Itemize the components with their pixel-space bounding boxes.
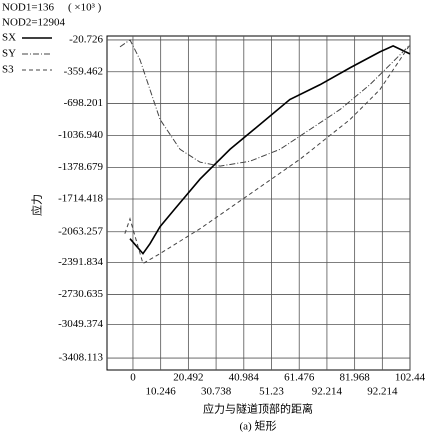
x-tick-label: 10.246: [146, 386, 177, 398]
y-tick-label: -1378.679: [58, 161, 103, 173]
y-tick-label: -2063.257: [58, 225, 103, 237]
y-axis-label: 应力: [30, 194, 44, 216]
legend-label: SY: [2, 48, 16, 60]
y-tick-label: -2730.635: [58, 288, 103, 300]
x-axis-label: 应力与隧道顶部的距离: [203, 402, 313, 416]
x-tick-label: 30.738: [201, 386, 232, 398]
y-tick-label: -2391.834: [58, 256, 103, 268]
y-tick-label: -1714.418: [58, 193, 103, 205]
x-tick-label: 81.968: [340, 372, 371, 384]
x-tick-label: 20.492: [173, 372, 203, 384]
y-tick-label: -1036.940: [58, 129, 103, 141]
y-tick-label: -698.201: [64, 97, 103, 109]
legend-label: SX: [2, 32, 16, 44]
note: NOD1=136: [2, 2, 55, 14]
unit: ( ×10³ ): [68, 2, 102, 14]
y-tick-label: -3408.113: [58, 352, 103, 364]
series-line: [129, 44, 411, 255]
note: NOD2=12904: [2, 17, 66, 29]
x-tick-label: 92.214: [312, 386, 343, 398]
x-tick-label: 92.214: [367, 386, 398, 398]
plot-frame: [106, 35, 411, 371]
series-line: [124, 44, 411, 265]
x-tick-label: 0: [130, 372, 136, 384]
x-tick-label: 102.44: [395, 372, 426, 384]
y-tick-label: -3049.374: [58, 318, 103, 330]
caption: (a) 矩形: [240, 420, 277, 433]
x-tick-label: 51.23: [259, 386, 284, 398]
y-tick-label: -359.462: [64, 65, 103, 77]
x-tick-label: 40.984: [229, 372, 260, 384]
series-line: [119, 39, 411, 167]
x-tick-label: 61.476: [284, 372, 315, 384]
legend-label: S3: [2, 64, 14, 76]
y-tick-label: -20.726: [69, 33, 103, 45]
